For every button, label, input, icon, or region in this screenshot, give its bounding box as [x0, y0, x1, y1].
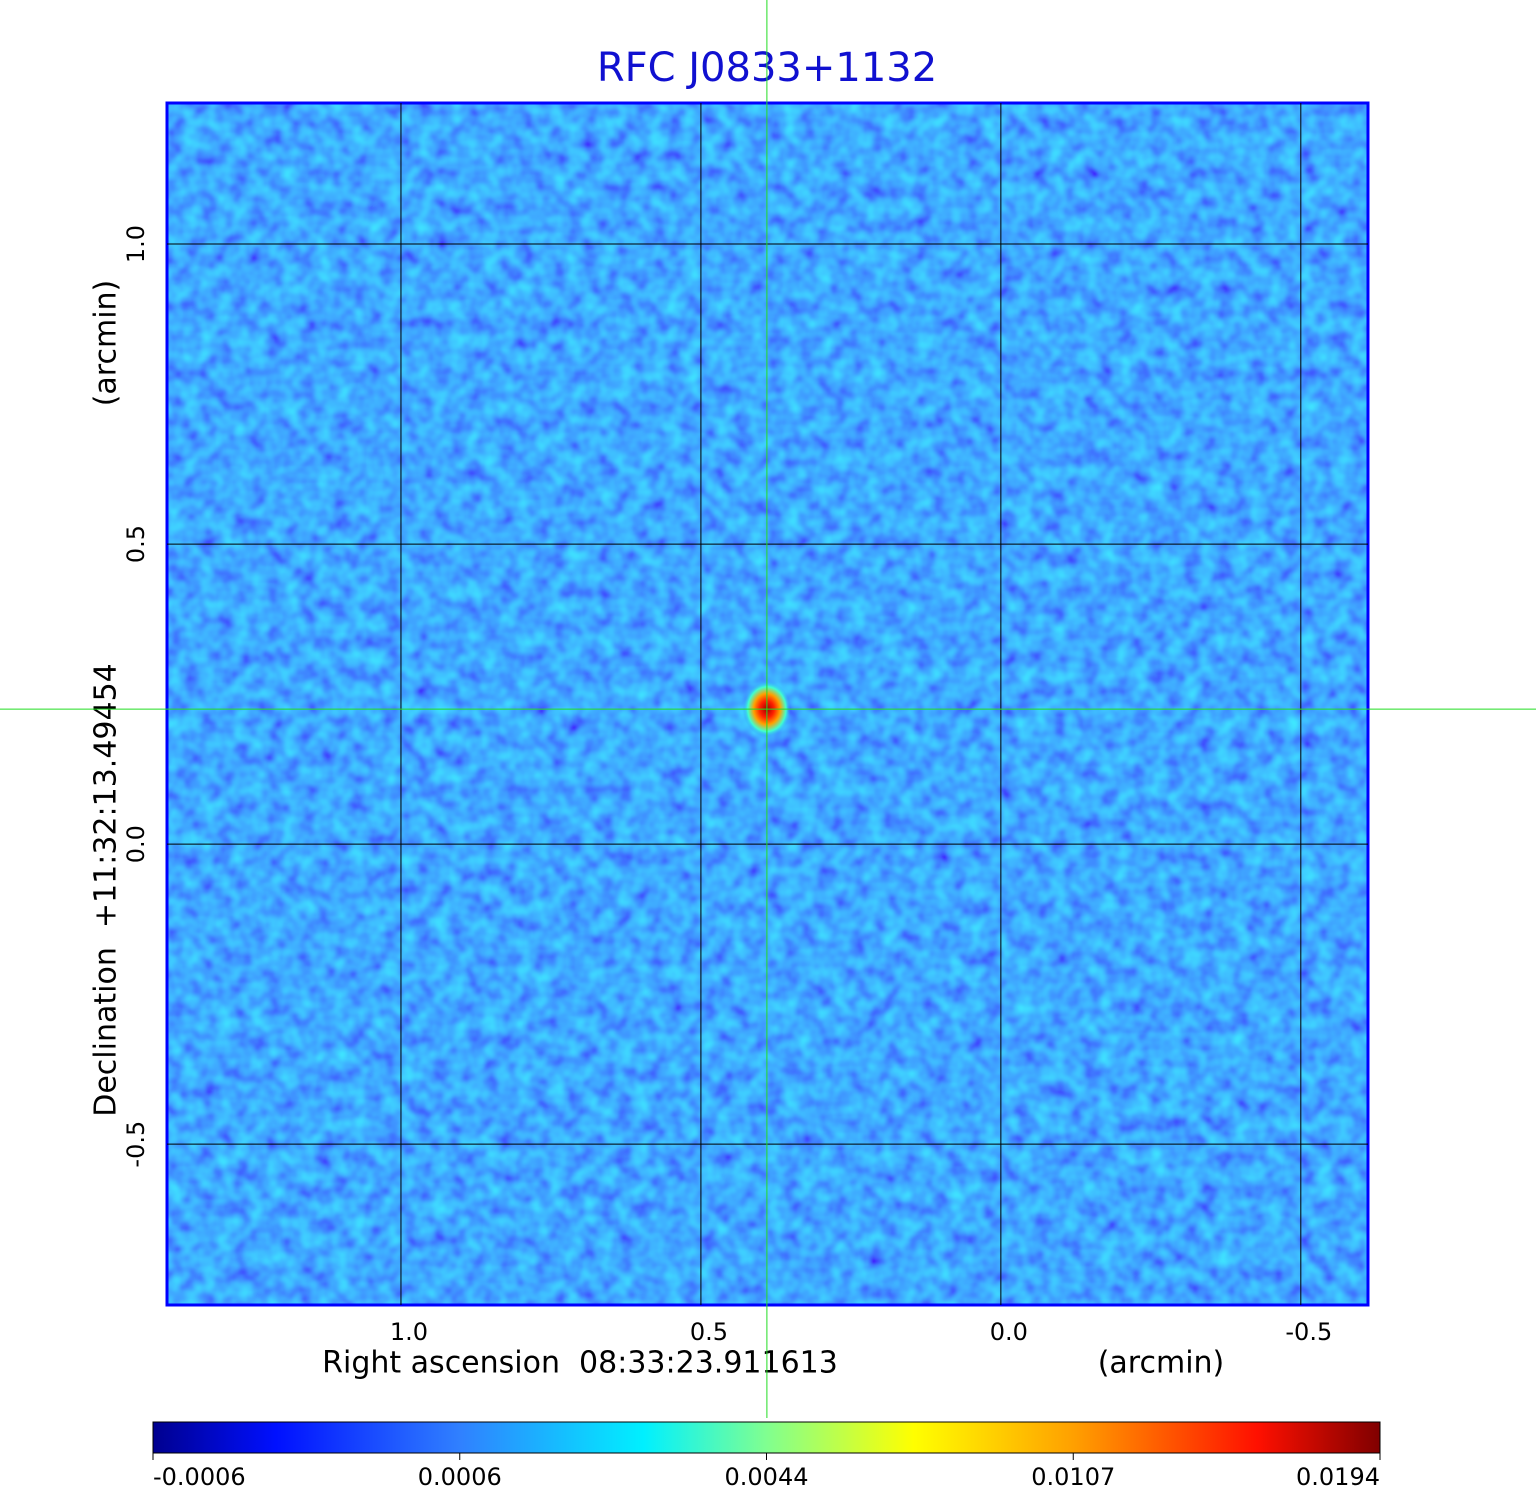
- colorbar-tick-label: 0.0006: [418, 1463, 502, 1491]
- frame: [165, 101, 1370, 1307]
- x-axis-unit: (arcmin): [1098, 1346, 1225, 1381]
- colorbar: [152, 1421, 1381, 1454]
- colorbar-tick-label: 0.0107: [1031, 1463, 1115, 1491]
- x-tick-label: 0.5: [690, 1318, 728, 1346]
- y-tick-label: 1.0: [122, 225, 150, 263]
- x-tick-label: 0.0: [990, 1318, 1028, 1346]
- colorbar-tick-label: 0.0044: [725, 1463, 809, 1491]
- x-tick-label: 1.0: [390, 1318, 428, 1346]
- colorbar-tick-label: -0.0006: [153, 1463, 246, 1491]
- y-tick-label: 0.5: [122, 525, 150, 563]
- y-tick-label: 0.0: [122, 825, 150, 863]
- y-axis-unit: (arcmin): [89, 280, 124, 407]
- y-tick-label: -0.5: [122, 1121, 150, 1168]
- x-axis-label: Right ascension 08:33:23.911613: [322, 1346, 838, 1381]
- colorbar-tick-label: 0.0194: [1296, 1463, 1380, 1491]
- y-axis-label: Declination +11:32:13.49454: [89, 663, 124, 1117]
- x-tick-label: -0.5: [1285, 1318, 1332, 1346]
